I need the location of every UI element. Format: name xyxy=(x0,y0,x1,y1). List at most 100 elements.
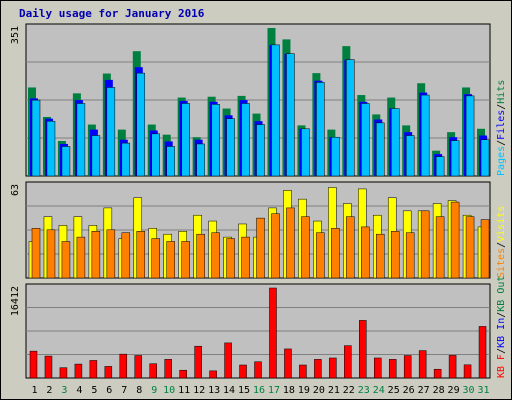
x-tick-label: 9 xyxy=(151,385,157,396)
bar-pages xyxy=(480,139,490,177)
x-tick-label: 1 xyxy=(31,385,37,396)
bar-sites xyxy=(286,207,295,279)
legend-entry: Pages xyxy=(496,146,507,176)
bar-kbytes xyxy=(448,355,457,379)
bar-kbytes xyxy=(59,367,68,379)
x-tick-label: 22 xyxy=(343,385,355,396)
bar-pages xyxy=(450,140,460,177)
x-tick-label: 30 xyxy=(463,385,475,396)
bar-kbytes xyxy=(344,345,352,379)
x-tick-label: 12 xyxy=(193,385,205,396)
x-tick-label: 7 xyxy=(121,385,127,396)
bar-sites xyxy=(76,236,86,279)
bar-pages xyxy=(420,94,430,177)
bar-pages xyxy=(46,120,56,177)
bar-sites xyxy=(405,232,415,279)
bar-pages xyxy=(361,103,370,177)
legend-visits-sites: Sites/Visits xyxy=(496,206,507,278)
bar-kbytes xyxy=(119,353,128,379)
x-tick-label: 26 xyxy=(403,385,415,396)
bar-pages xyxy=(256,124,265,177)
bar-kbytes xyxy=(388,359,397,379)
bar-kbytes xyxy=(194,345,202,379)
x-tick-label: 27 xyxy=(418,385,430,396)
ymax-label-kbytes: 16412 xyxy=(10,286,21,316)
bar-sites xyxy=(46,229,56,279)
bar-sites xyxy=(420,210,430,279)
bar-pages xyxy=(196,143,205,177)
bar-kbytes xyxy=(209,370,217,379)
bar-kbytes xyxy=(284,348,292,379)
legend-entry: / xyxy=(496,140,507,146)
bar-kbytes xyxy=(374,357,382,379)
bar-sites xyxy=(226,238,235,279)
bar-pages xyxy=(435,156,445,177)
bar-sites xyxy=(376,233,385,279)
ymax-label-visits-sites: 63 xyxy=(10,184,21,196)
bar-pages xyxy=(76,103,86,177)
bar-sites xyxy=(450,201,460,279)
bar-kbytes xyxy=(29,350,38,379)
legend-entry: / xyxy=(496,104,507,110)
bar-kbytes xyxy=(44,355,53,379)
x-tick-label: 10 xyxy=(163,385,175,396)
bar-kbytes xyxy=(359,320,367,379)
x-tick-label: 14 xyxy=(223,385,235,396)
bar-kbytes xyxy=(89,360,98,379)
x-tick-label: 17 xyxy=(268,385,280,396)
bar-pages xyxy=(346,59,355,177)
bar-kbytes xyxy=(329,357,337,379)
legend-entry: KB In xyxy=(496,318,507,348)
legend-kbytes: KB F/KB In/KB Out xyxy=(496,276,507,378)
legend-entry: / xyxy=(496,348,507,354)
bar-sites xyxy=(390,231,400,279)
x-tick-label: 20 xyxy=(313,385,325,396)
bar-sites xyxy=(346,216,355,279)
x-tick-label: 18 xyxy=(283,385,295,396)
x-tick-label: 3 xyxy=(61,385,67,396)
x-tick-label: 8 xyxy=(136,385,142,396)
bar-pages xyxy=(331,136,340,177)
bar-pages xyxy=(316,82,325,177)
x-tick-label: 15 xyxy=(238,385,250,396)
bar-sites xyxy=(181,241,190,279)
legend-entry: Sites xyxy=(496,248,507,278)
legend-entry: Files xyxy=(496,110,507,140)
bar-pages xyxy=(166,146,175,177)
bar-kbytes xyxy=(299,364,307,379)
bar-pages xyxy=(31,99,41,177)
bar-sites xyxy=(106,229,116,279)
bar-sites xyxy=(301,216,310,279)
bar-sites xyxy=(256,217,265,279)
x-tick-label: 21 xyxy=(328,385,340,396)
bar-pages xyxy=(106,87,116,177)
bar-pages xyxy=(121,142,131,177)
bar-kbytes xyxy=(179,369,187,379)
bar-pages xyxy=(405,135,415,177)
bar-sites xyxy=(196,233,205,279)
bar-pages xyxy=(181,103,190,177)
legend-hits-files-pages: Pages/Files/Hits xyxy=(496,80,507,176)
x-tick-label: 4 xyxy=(76,385,82,396)
bar-sites xyxy=(316,232,325,279)
bar-kbytes xyxy=(314,359,322,379)
bar-sites xyxy=(331,228,340,279)
bar-kbytes xyxy=(463,364,472,379)
x-tick-label: 24 xyxy=(373,385,385,396)
x-tick-label: 28 xyxy=(433,385,445,396)
bar-kbytes xyxy=(418,350,427,379)
bar-pages xyxy=(91,135,101,177)
bar-pages xyxy=(241,103,250,177)
bar-pages xyxy=(151,133,160,177)
bar-kbytes xyxy=(239,364,247,379)
bar-kbytes xyxy=(224,342,232,379)
bar-kbytes xyxy=(104,366,113,379)
x-tick-label: 11 xyxy=(178,385,190,396)
bar-kbytes xyxy=(433,368,442,379)
x-tick-label: 2 xyxy=(46,385,52,396)
x-tick-label: 23 xyxy=(358,385,370,396)
chart-title: Daily usage for January 2016 xyxy=(19,7,205,20)
bar-pages xyxy=(390,108,400,177)
bar-pages xyxy=(286,53,295,177)
legend-entry: Hits xyxy=(496,80,507,104)
